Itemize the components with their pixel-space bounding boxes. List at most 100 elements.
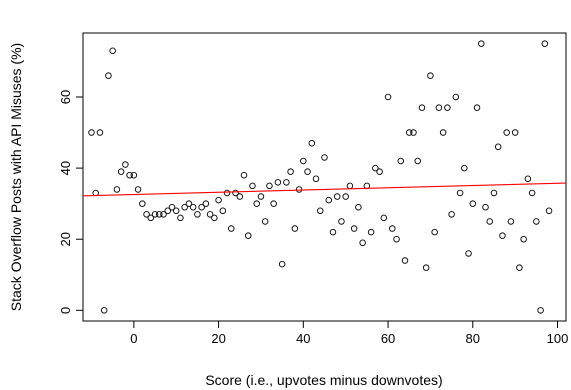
data-point — [113, 186, 121, 193]
data-point — [350, 225, 358, 232]
data-point — [189, 203, 197, 211]
data-point — [346, 182, 354, 190]
data-point — [490, 189, 498, 197]
data-point — [494, 143, 502, 151]
data-point — [219, 207, 227, 215]
data-point — [304, 168, 311, 175]
data-point — [122, 161, 129, 168]
data-point — [427, 72, 434, 79]
data-point — [283, 179, 290, 186]
y-axis-title: Stack Overflow Posts with API Misuses (%… — [8, 43, 24, 311]
data-point — [465, 250, 472, 257]
data-point — [511, 129, 519, 136]
x-axis: 0 20 40 60 80 100 — [130, 321, 568, 346]
data-point — [194, 211, 201, 218]
data-point — [401, 257, 409, 264]
data-point — [240, 171, 248, 179]
trend-line — [82, 182, 567, 197]
plot-frame — [82, 32, 567, 322]
x-tick-label: 0 — [130, 331, 137, 346]
y-tick-label: 40 — [58, 161, 73, 175]
data-point — [478, 40, 485, 47]
data-point — [156, 211, 163, 218]
data-point — [486, 218, 493, 225]
data-point — [414, 157, 421, 165]
data-point — [228, 225, 235, 232]
data-point — [177, 214, 184, 222]
data-point — [232, 189, 239, 197]
x-axis-title: Score (i.e., upvotes minus downvotes) — [205, 372, 442, 388]
y-axis: 0 20 40 60 — [58, 90, 83, 314]
y-tick-label: 20 — [58, 232, 73, 246]
data-point — [249, 182, 256, 190]
data-point — [372, 164, 379, 172]
data-point — [261, 218, 269, 225]
data-point — [295, 186, 303, 193]
data-point — [164, 207, 171, 215]
data-point — [452, 93, 460, 101]
data-point — [253, 200, 260, 207]
data-point — [257, 193, 265, 200]
data-point — [418, 104, 426, 111]
data-point — [524, 175, 532, 183]
data-point — [469, 200, 477, 207]
data-point — [198, 203, 205, 211]
data-point — [461, 164, 468, 172]
data-point — [88, 129, 95, 136]
data-point — [308, 139, 316, 147]
data-point — [333, 193, 341, 200]
data-point — [168, 203, 176, 211]
data-point — [376, 168, 383, 175]
data-point — [317, 207, 324, 215]
data-point — [274, 179, 282, 186]
data-point — [126, 171, 133, 179]
data-point — [520, 235, 527, 243]
data-point — [405, 129, 413, 136]
data-point — [338, 218, 345, 225]
data-point — [456, 189, 464, 197]
data-point — [117, 168, 125, 175]
data-point — [533, 218, 540, 225]
data-point — [516, 264, 523, 271]
data-point — [410, 129, 417, 136]
data-point — [503, 129, 510, 136]
data-point — [300, 157, 307, 165]
data-point — [143, 211, 150, 218]
x-tick-label: 100 — [547, 331, 569, 346]
data-point — [393, 235, 400, 243]
data-point — [278, 260, 286, 268]
data-point — [96, 129, 104, 136]
data-point — [355, 203, 362, 211]
data-point — [380, 214, 388, 222]
data-point — [545, 207, 553, 215]
data-point — [215, 196, 222, 204]
y-tick-label: 0 — [58, 307, 73, 314]
data-point — [325, 196, 332, 204]
data-point — [473, 104, 481, 111]
data-point — [287, 168, 294, 175]
data-point — [206, 211, 214, 218]
data-point — [244, 232, 252, 239]
data-point — [185, 200, 193, 207]
data-point — [537, 307, 544, 314]
data-point — [160, 211, 167, 218]
x-tick-label: 20 — [211, 331, 225, 346]
data-point — [482, 203, 489, 211]
data-point — [439, 129, 447, 136]
x-tick-label: 60 — [381, 331, 395, 346]
data-point — [211, 214, 218, 222]
data-point — [181, 203, 188, 211]
data-point — [266, 182, 273, 190]
data-point — [223, 189, 231, 197]
data-point — [448, 211, 455, 218]
data-point — [321, 154, 328, 161]
data-point — [444, 104, 451, 111]
data-point — [312, 175, 320, 183]
data-point — [389, 225, 396, 232]
data-point — [172, 207, 180, 215]
data-point — [359, 239, 366, 247]
data-point — [342, 193, 349, 200]
data-point — [431, 228, 438, 236]
data-point — [397, 157, 405, 165]
